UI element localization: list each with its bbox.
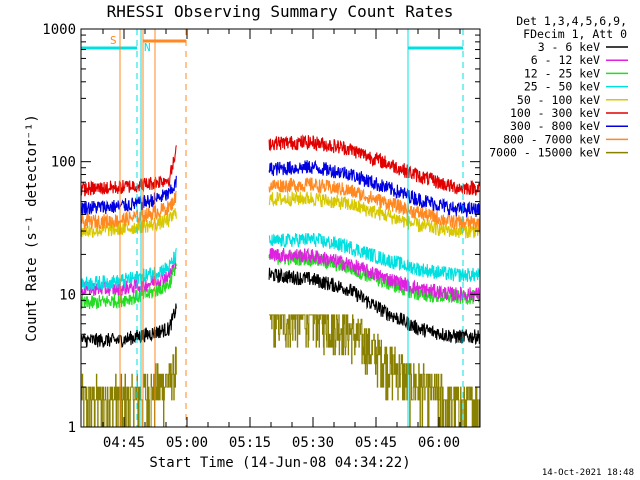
saa-marker-label: S bbox=[110, 34, 117, 47]
x-tick-label-0530: 05:30 bbox=[292, 435, 334, 451]
series-50-100-kev bbox=[81, 191, 480, 239]
x-tick-label-0515: 05:15 bbox=[229, 435, 271, 451]
generation-timestamp: 14-Oct-2021 18:48 bbox=[542, 468, 634, 478]
series-trace-segment-1 bbox=[81, 346, 177, 427]
y-tick-label-100: 100 bbox=[51, 155, 76, 171]
y-tick-label-1: 1 bbox=[68, 420, 76, 436]
series-3-6-kev bbox=[81, 267, 480, 348]
series-trace-segment-2 bbox=[268, 247, 480, 303]
legend-label-3: 25 - 50 keV bbox=[524, 80, 600, 94]
legend-header-line-1: Det 1,3,4,5,6,9, bbox=[516, 14, 627, 28]
series-trace-segment-1 bbox=[81, 263, 177, 310]
series-trace-segment-1 bbox=[81, 303, 177, 348]
plot-frame bbox=[80, 28, 481, 428]
legend-label-0: 3 - 6 keV bbox=[538, 40, 600, 54]
series-7000-15000-kev bbox=[81, 314, 480, 427]
legend-header-line-2: FDecim 1, Att 0 bbox=[523, 27, 627, 41]
series-trace-segment-2 bbox=[268, 176, 480, 231]
series-trace-segment-1 bbox=[81, 190, 177, 230]
series-trace-segment-1 bbox=[81, 145, 177, 197]
series-trace-segment-1 bbox=[81, 257, 177, 297]
series-100-300-kev bbox=[81, 133, 480, 197]
legend-label-4: 50 - 100 keV bbox=[517, 93, 600, 107]
series-trace-segment-2 bbox=[268, 159, 480, 219]
x-axis-label: Start Time (14-Jun-08 04:34:22) bbox=[149, 455, 410, 471]
series-trace-segment-2 bbox=[268, 133, 480, 196]
legend-label-8: 7000 - 15000 keV bbox=[489, 146, 600, 160]
series-trace-segment-1 bbox=[81, 248, 177, 292]
legend-label-2: 12 - 25 keV bbox=[524, 66, 600, 80]
x-tick-label-0600: 06:00 bbox=[418, 435, 460, 451]
series-trace-segment-1 bbox=[81, 175, 177, 216]
legend-label-5: 100 - 300 keV bbox=[510, 106, 600, 120]
series-25-50-kev bbox=[81, 232, 480, 292]
axes: 04:45 05:00 05:15 05:30 05:45 06:00 1 10 100 1000 bbox=[42, 22, 480, 451]
legend-label-7: 800 - 7000 keV bbox=[503, 132, 600, 146]
x-tick-label-0500: 05:00 bbox=[166, 435, 208, 451]
x-tick-label-0445: 04:45 bbox=[103, 435, 145, 451]
series-trace-segment-2 bbox=[268, 232, 480, 282]
y-tick-label-10: 10 bbox=[59, 287, 76, 303]
series-300-800-kev bbox=[81, 159, 480, 219]
series-800-7000-kev bbox=[81, 176, 480, 231]
night-marker-label: N bbox=[144, 41, 151, 54]
series-trace-segment-2 bbox=[269, 314, 480, 427]
chart-title: RHESSI Observing Summary Count Rates bbox=[107, 2, 454, 21]
plot-data-area bbox=[81, 133, 480, 427]
event-markers: SN bbox=[81, 29, 464, 427]
series-trace-segment-1 bbox=[81, 208, 177, 238]
y-axis-label: Count Rate (s⁻¹ detector⁻¹) bbox=[24, 114, 40, 342]
x-tick-label-0545: 05:45 bbox=[355, 435, 397, 451]
legend-label-1: 6 - 12 keV bbox=[531, 53, 600, 67]
y-tick-label-1000: 1000 bbox=[42, 22, 76, 38]
legend-label-6: 300 - 800 keV bbox=[510, 119, 600, 133]
series-6-12-kev bbox=[81, 247, 480, 303]
series-trace-segment-2 bbox=[268, 267, 480, 346]
series-trace-segment-2 bbox=[268, 191, 480, 239]
legend: Det 1,3,4,5,6,9, FDecim 1, Att 0 3 - 6 k… bbox=[489, 14, 628, 160]
